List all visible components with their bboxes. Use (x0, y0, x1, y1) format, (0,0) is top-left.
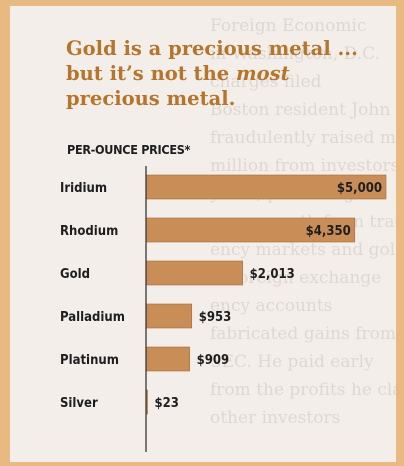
bleed-line: other investors (210, 408, 341, 428)
bleed-line: ency accounts (210, 296, 333, 316)
bleed-line: charges filed (210, 72, 322, 92)
bleed-line: million from investors (210, 156, 396, 176)
bar-platinum (145, 346, 190, 372)
data-label: $5,000 (337, 181, 382, 196)
category-label: Silver (60, 396, 98, 411)
data-label: $2,013 (250, 267, 295, 282)
bleed-line: ency markets and gold (210, 240, 396, 260)
data-label: $4,350 (306, 224, 351, 239)
category-label: Platinum (60, 353, 119, 368)
bleed-line: fraudulently raised more (210, 128, 396, 148)
category-label: Iridium (60, 181, 107, 196)
chart-subtitle: PER-OUNCE PRICES* (67, 142, 191, 157)
bleed-line: SEC. He paid early (210, 352, 374, 372)
bar-rhodium (145, 217, 356, 243)
data-label: $953 (199, 310, 232, 325)
bleed-line: Boston resident John Feeney (210, 100, 396, 120)
chart-title-emphasis: most (235, 62, 290, 85)
category-label: Gold (60, 267, 90, 282)
bleed-line: in Washington, D.C. (210, 44, 380, 64)
bar-gold (145, 260, 243, 286)
data-label: $23 (155, 396, 179, 411)
category-label: Rhodium (60, 224, 118, 239)
bleed-line: from the profits he claimed (210, 380, 396, 400)
category-label: Palladium (60, 310, 125, 325)
chart-title-part-2: precious metal. (66, 87, 236, 110)
data-label: $909 (197, 353, 230, 368)
bleed-line: fabricated gains from trades (210, 324, 396, 344)
chart-title: Gold is a precious metal ... but it’s no… (66, 36, 386, 111)
bleed-line: in foreign exchange (210, 268, 382, 288)
chart-title-part-1: Gold is a precious metal ... but it’s no… (66, 37, 358, 85)
bar-palladium (145, 303, 193, 329)
bleed-line: Foreign Economic (210, 16, 367, 36)
bar-iridium (145, 174, 387, 200)
